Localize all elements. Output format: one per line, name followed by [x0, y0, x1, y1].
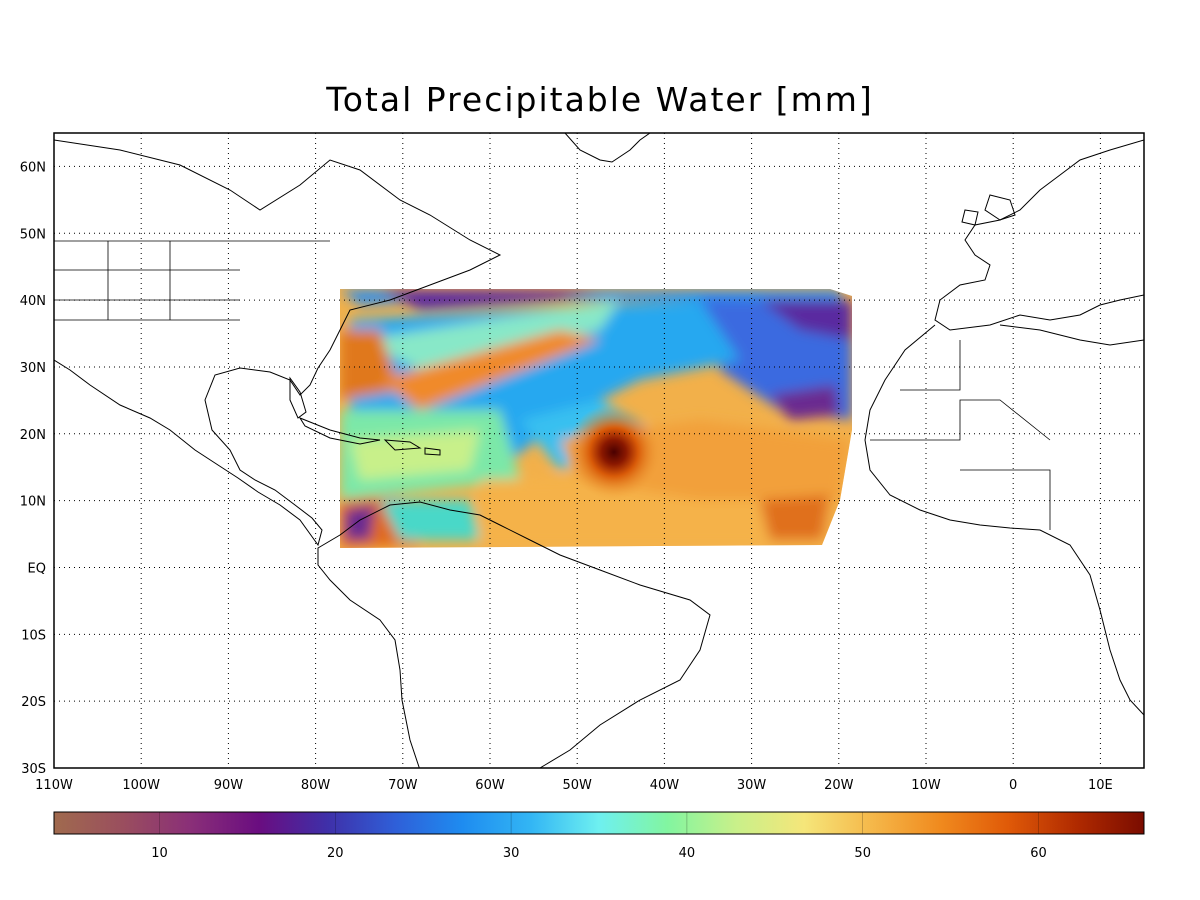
longitude-label: 60W — [475, 778, 505, 793]
longitude-label: 90W — [214, 778, 244, 793]
colorbar-ticks: 10 20 30 40 50 60 — [151, 812, 1047, 861]
longitude-label: 50W — [562, 778, 592, 793]
colorbar-tick-label: 20 — [327, 846, 344, 861]
longitude-label: 110W — [35, 778, 73, 793]
latitude-label: 20S — [21, 695, 46, 710]
longitude-label: 80W — [301, 778, 331, 793]
latitude-label: 10S — [21, 628, 46, 643]
longitude-label: 20W — [824, 778, 854, 793]
longitude-label: 0 — [1009, 778, 1017, 793]
longitude-label: 70W — [388, 778, 418, 793]
map-title: Total Precipitable Water [mm] — [326, 80, 874, 119]
colorbar-tick-label: 10 — [151, 846, 168, 861]
colorbar — [53, 811, 1145, 835]
longitude-label: 40W — [650, 778, 680, 793]
latitude-axis: 60N 50N 40N 30N 20N 10N EQ 10S 20S 30S — [20, 160, 46, 777]
coastlines — [54, 133, 1144, 768]
precipitable-water-field — [340, 289, 852, 548]
latitude-label: 30N — [20, 361, 46, 376]
map-frame — [53, 132, 1145, 769]
longitude-label: 30W — [737, 778, 767, 793]
latitude-label: 20N — [20, 428, 46, 443]
latitude-label: 30S — [21, 762, 46, 777]
colorbar-tick-label: 30 — [503, 846, 520, 861]
latitude-label: EQ — [28, 561, 46, 576]
map-gridlines — [54, 133, 1144, 768]
colorbar-tick-label: 60 — [1030, 846, 1047, 861]
latitude-label: 40N — [20, 294, 46, 309]
latitude-label: 50N — [20, 227, 46, 242]
longitude-label: 10E — [1088, 778, 1113, 793]
longitude-axis: 110W 100W 90W 80W 70W 60W 50W 40W 30W 20W 10W 0 10E — [35, 778, 1113, 793]
colorbar-tick-label: 40 — [679, 846, 696, 861]
longitude-label: 10W — [911, 778, 941, 793]
longitude-label: 100W — [122, 778, 160, 793]
political-borders — [54, 240, 1051, 530]
colorbar-tick-label: 50 — [854, 846, 871, 861]
latitude-label: 10N — [20, 495, 46, 510]
latitude-label: 60N — [20, 160, 46, 175]
